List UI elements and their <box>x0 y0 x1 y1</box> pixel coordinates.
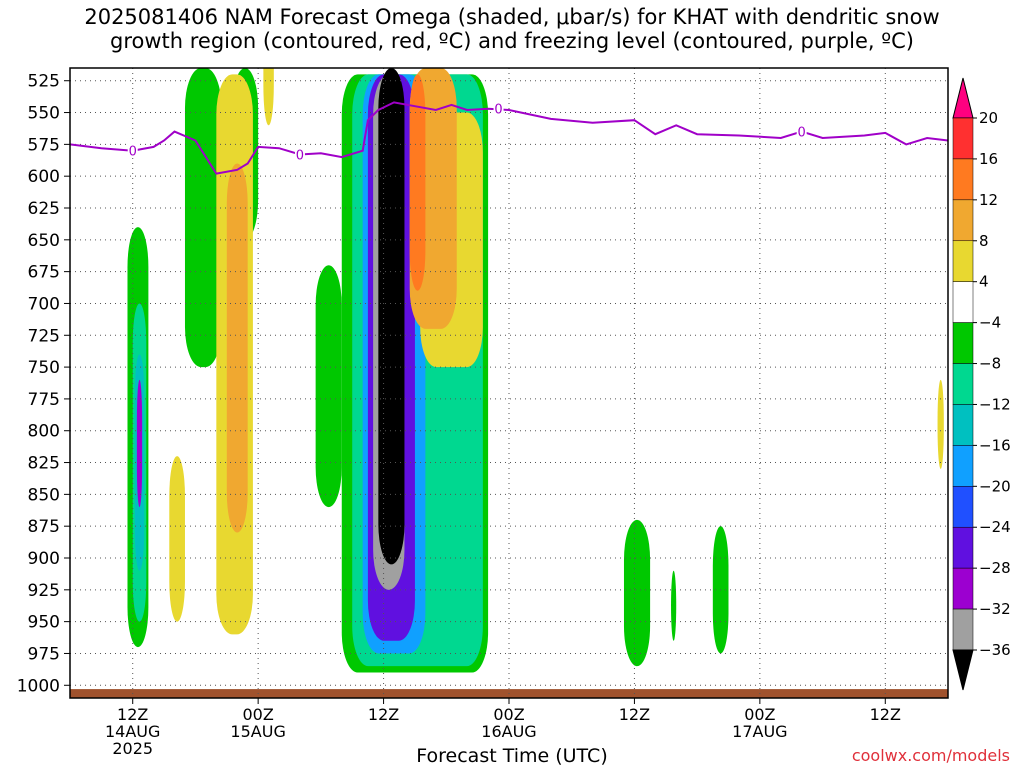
colorbar-label-2: 12 <box>979 191 998 209</box>
omega-region-20 <box>409 74 426 291</box>
y-tick-label-550: 550 <box>28 104 60 124</box>
x-axis-title: Forecast Time (UTC) <box>416 745 608 767</box>
freezing-level-label-bg-0 <box>127 142 138 158</box>
omega-region-8 <box>169 456 185 622</box>
omega-region-24 <box>937 379 944 469</box>
colorbar-label-1: 16 <box>979 150 998 168</box>
freezing-level-label-bg-2 <box>493 100 504 116</box>
omega-region-21 <box>623 519 651 667</box>
y-tick-label-800: 800 <box>28 422 60 442</box>
y-tick-label-675: 675 <box>28 263 60 283</box>
credit-link[interactable]: coolwx.com/models <box>851 746 1010 765</box>
colorbar-swatch-8 <box>952 404 974 446</box>
colorbar-label-8: −16 <box>979 436 1011 454</box>
colorbar-label-9: −20 <box>979 477 1011 495</box>
freezing-level-label-bg-3 <box>796 123 807 139</box>
x-tick-label1-48: 12Z <box>619 705 650 724</box>
omega-region-9 <box>263 68 274 126</box>
y-tick-label-650: 650 <box>28 231 60 251</box>
omega-region-5 <box>136 379 143 508</box>
colorbar-swatch-12 <box>952 567 974 610</box>
y-tick-label-925: 925 <box>28 581 60 601</box>
colorbar-label-5: −4 <box>979 314 1001 332</box>
colorbar-swatch-9 <box>952 445 974 487</box>
colorbar-swatch-7 <box>952 363 974 405</box>
y-tick-label-600: 600 <box>28 167 60 187</box>
x-tick-label1-12: 00Z <box>242 705 273 724</box>
y-tick-label-575: 575 <box>28 135 60 155</box>
colorbar-bottom-arrow <box>952 649 974 691</box>
x-tick-label1-72: 12Z <box>870 705 901 724</box>
colorbar-swatch-10 <box>952 486 974 528</box>
omega-region-22 <box>671 570 677 641</box>
freezing-level-label-2: 0 <box>494 103 502 118</box>
omega-region-17 <box>378 68 405 565</box>
y-tick-label-875: 875 <box>28 517 60 537</box>
colorbar-swatch-3 <box>952 199 974 242</box>
y-tick-label-700: 700 <box>28 294 60 314</box>
colorbar-top-arrow <box>952 77 974 119</box>
y-tick-label-725: 725 <box>28 326 60 346</box>
colorbar-swatch-2 <box>952 158 974 201</box>
y-tick-label-825: 825 <box>28 454 60 474</box>
y-tick-label-750: 750 <box>28 358 60 378</box>
y-tick-label-975: 975 <box>28 644 60 664</box>
x-tick-label1-24: 12Z <box>368 705 399 724</box>
x-tick-label3-0: 2025 <box>112 739 153 758</box>
colorbar-swatch-4 <box>952 240 974 282</box>
colorbar-label-6: −8 <box>979 355 1001 373</box>
y-tick-label-950: 950 <box>28 613 60 633</box>
colorbar-label-3: 8 <box>979 232 989 250</box>
x-tick-label2-0: 14AUG <box>105 722 160 741</box>
freezing-level-label-3: 0 <box>798 126 806 141</box>
colorbar-label-0: 20 <box>979 109 998 127</box>
x-tick-label1-0: 12Z <box>117 705 148 724</box>
colorbar-label-11: −28 <box>979 559 1011 577</box>
y-tick-label-775: 775 <box>28 390 60 410</box>
colorbar-swatch-13 <box>952 608 974 651</box>
colorbar-label-10: −24 <box>979 518 1011 536</box>
colorbar-swatch-5 <box>952 281 974 323</box>
colorbar-swatch-11 <box>952 526 974 569</box>
omega-region-7 <box>226 163 248 533</box>
chart-title-line-2: growth region (contoured, red, ºC) and f… <box>110 29 914 53</box>
colorbar-label-7: −12 <box>979 395 1011 413</box>
y-tick-label-525: 525 <box>28 72 60 92</box>
x-tick-label2-60: 17AUG <box>732 722 787 741</box>
x-tick-label2-36: 16AUG <box>481 722 536 741</box>
x-tick-label1-36: 00Z <box>493 705 524 724</box>
colorbar-label-4: 4 <box>979 273 989 291</box>
x-tick-label1-60: 00Z <box>744 705 775 724</box>
colorbar-swatch-1 <box>952 117 974 160</box>
freezing-level-label-0: 0 <box>129 145 137 160</box>
y-tick-label-625: 625 <box>28 199 60 219</box>
colorbar-label-12: −32 <box>979 600 1011 618</box>
omega-region-10 <box>315 265 342 508</box>
x-tick-label2-12: 15AUG <box>230 722 285 741</box>
y-tick-label-900: 900 <box>28 549 60 569</box>
y-tick-label-850: 850 <box>28 485 60 505</box>
y-tick-label-1000: 1000 <box>17 676 60 696</box>
freezing-level-line <box>70 101 948 175</box>
chart-title-line-1: 2025081406 NAM Forecast Omega (shaded, μ… <box>84 5 940 29</box>
colorbar-label-13: −36 <box>979 641 1011 659</box>
freezing-level-label-bg-1 <box>294 146 305 162</box>
colorbar-swatch-6 <box>952 322 974 364</box>
freezing-level-label-1: 0 <box>296 149 304 164</box>
omega-region-0 <box>184 68 222 368</box>
